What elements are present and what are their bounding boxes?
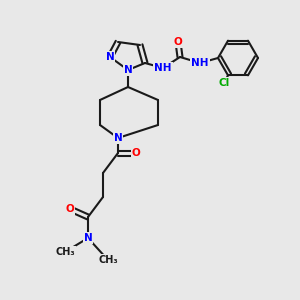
Text: Cl: Cl	[218, 78, 230, 88]
Text: N: N	[114, 133, 122, 143]
Text: CH₃: CH₃	[98, 255, 118, 265]
Text: NH: NH	[154, 63, 172, 73]
Text: N: N	[124, 65, 132, 75]
Text: O: O	[174, 37, 182, 47]
Text: N: N	[106, 52, 114, 62]
Text: CH₃: CH₃	[55, 247, 75, 257]
Text: NH: NH	[191, 58, 209, 68]
Text: N: N	[84, 233, 92, 243]
Text: O: O	[132, 148, 140, 158]
Text: O: O	[66, 204, 74, 214]
